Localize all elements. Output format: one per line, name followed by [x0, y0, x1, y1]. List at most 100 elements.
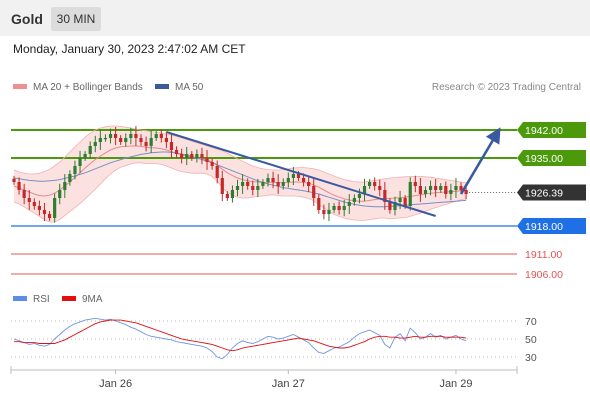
- candle-body: [362, 186, 367, 194]
- candle: [169, 134, 174, 158]
- candle: [149, 130, 153, 154]
- candle-body: [235, 186, 240, 190]
- candle-body: [276, 182, 280, 186]
- candle-body: [37, 206, 41, 210]
- candle-body: [449, 190, 453, 194]
- ma20-line: [13, 145, 467, 202]
- candle-body: [47, 214, 52, 218]
- timeframe-button[interactable]: 30 MIN: [51, 7, 101, 31]
- candle-body: [352, 198, 356, 202]
- candle: [129, 127, 133, 145]
- candle-body: [291, 174, 295, 178]
- candle-body: [174, 150, 179, 154]
- asset-name: Gold: [11, 11, 43, 27]
- candle-body: [418, 186, 422, 194]
- candle-body: [159, 134, 163, 138]
- candle: [22, 183, 26, 205]
- candle: [134, 126, 138, 146]
- candle-body: [185, 154, 189, 158]
- candle-body: [63, 182, 67, 190]
- candle: [119, 135, 123, 145]
- candle-body: [169, 142, 174, 150]
- candle: [337, 201, 341, 215]
- candles: [12, 126, 468, 223]
- candle-body: [459, 186, 463, 190]
- candle-body: [190, 154, 194, 158]
- candle: [103, 134, 108, 142]
- price-level-labels: 1942.00 1935.00 1918.00 1911.00 1906.00 1926.…: [517, 122, 586, 281]
- rsi-panel: 70 50 30: [11, 316, 537, 364]
- candle-body: [261, 182, 265, 186]
- rsi-line: [13, 317, 467, 360]
- candle: [205, 150, 209, 170]
- candle-body: [32, 202, 36, 206]
- candle: [42, 202, 47, 222]
- drawings: [166, 127, 501, 217]
- candle: [434, 178, 438, 198]
- candle: [357, 188, 362, 204]
- candle-body: [220, 178, 224, 194]
- candle: [373, 177, 377, 191]
- candle: [17, 177, 21, 195]
- last-price-label: 1926.39: [525, 187, 563, 199]
- research-credit: Research © 2023 Trading Central: [432, 82, 581, 93]
- candle-body: [73, 166, 77, 174]
- candle-body: [281, 182, 285, 186]
- candle-body: [312, 186, 316, 198]
- candle: [190, 151, 194, 161]
- bollinger-lower-line: [13, 162, 467, 223]
- candle-body: [342, 206, 346, 210]
- level-tag: 1942.00: [517, 122, 586, 138]
- bollinger-legend-swatch: [13, 84, 27, 89]
- candle: [418, 178, 422, 202]
- candle: [256, 178, 260, 198]
- candle: [291, 166, 295, 186]
- candle-body: [388, 202, 392, 210]
- candle: [352, 194, 356, 206]
- candle: [378, 179, 382, 197]
- candle-body: [134, 134, 138, 138]
- candle: [139, 134, 143, 146]
- candle: [246, 178, 250, 190]
- candle: [449, 183, 453, 201]
- x-axis: Jan 26 Jan 27 Jan 29: [10, 366, 518, 390]
- candle: [47, 211, 52, 221]
- level-label: 1935.00: [525, 153, 563, 165]
- candle-body: [22, 190, 26, 198]
- candle: [73, 160, 77, 180]
- x-tick-label: Jan 29: [439, 378, 472, 390]
- candle-body: [12, 178, 16, 182]
- candle: [215, 160, 219, 184]
- candle-body: [378, 186, 382, 190]
- candle: [322, 204, 326, 220]
- candle-body: [129, 134, 133, 138]
- candle: [164, 131, 168, 149]
- candle: [154, 131, 158, 141]
- candle-body: [256, 186, 260, 190]
- candle-body: [210, 162, 214, 166]
- candle: [144, 136, 148, 152]
- candle-body: [317, 198, 321, 210]
- candle-body: [154, 134, 158, 138]
- rsi-legend-label: RSI: [33, 294, 50, 305]
- rsi-tick-label: 70: [525, 316, 537, 328]
- candle: [108, 128, 113, 144]
- candle-body: [195, 154, 199, 158]
- x-tick-label: Jan 27: [272, 378, 305, 390]
- candle-body: [78, 158, 82, 166]
- candle: [200, 147, 204, 165]
- candle: [368, 179, 372, 189]
- candle-body: [17, 182, 21, 190]
- level-tag-shape: [517, 150, 586, 166]
- candle: [230, 185, 235, 203]
- candle-body: [241, 182, 245, 186]
- candle: [286, 172, 290, 188]
- candle: [93, 135, 97, 153]
- candle-body: [58, 190, 62, 198]
- candle-body: [444, 186, 448, 194]
- ma9-legend-label: 9MA: [82, 294, 103, 305]
- candle-body: [215, 166, 219, 178]
- candle-body: [27, 198, 31, 202]
- candle-body: [180, 154, 184, 158]
- candle: [195, 149, 199, 163]
